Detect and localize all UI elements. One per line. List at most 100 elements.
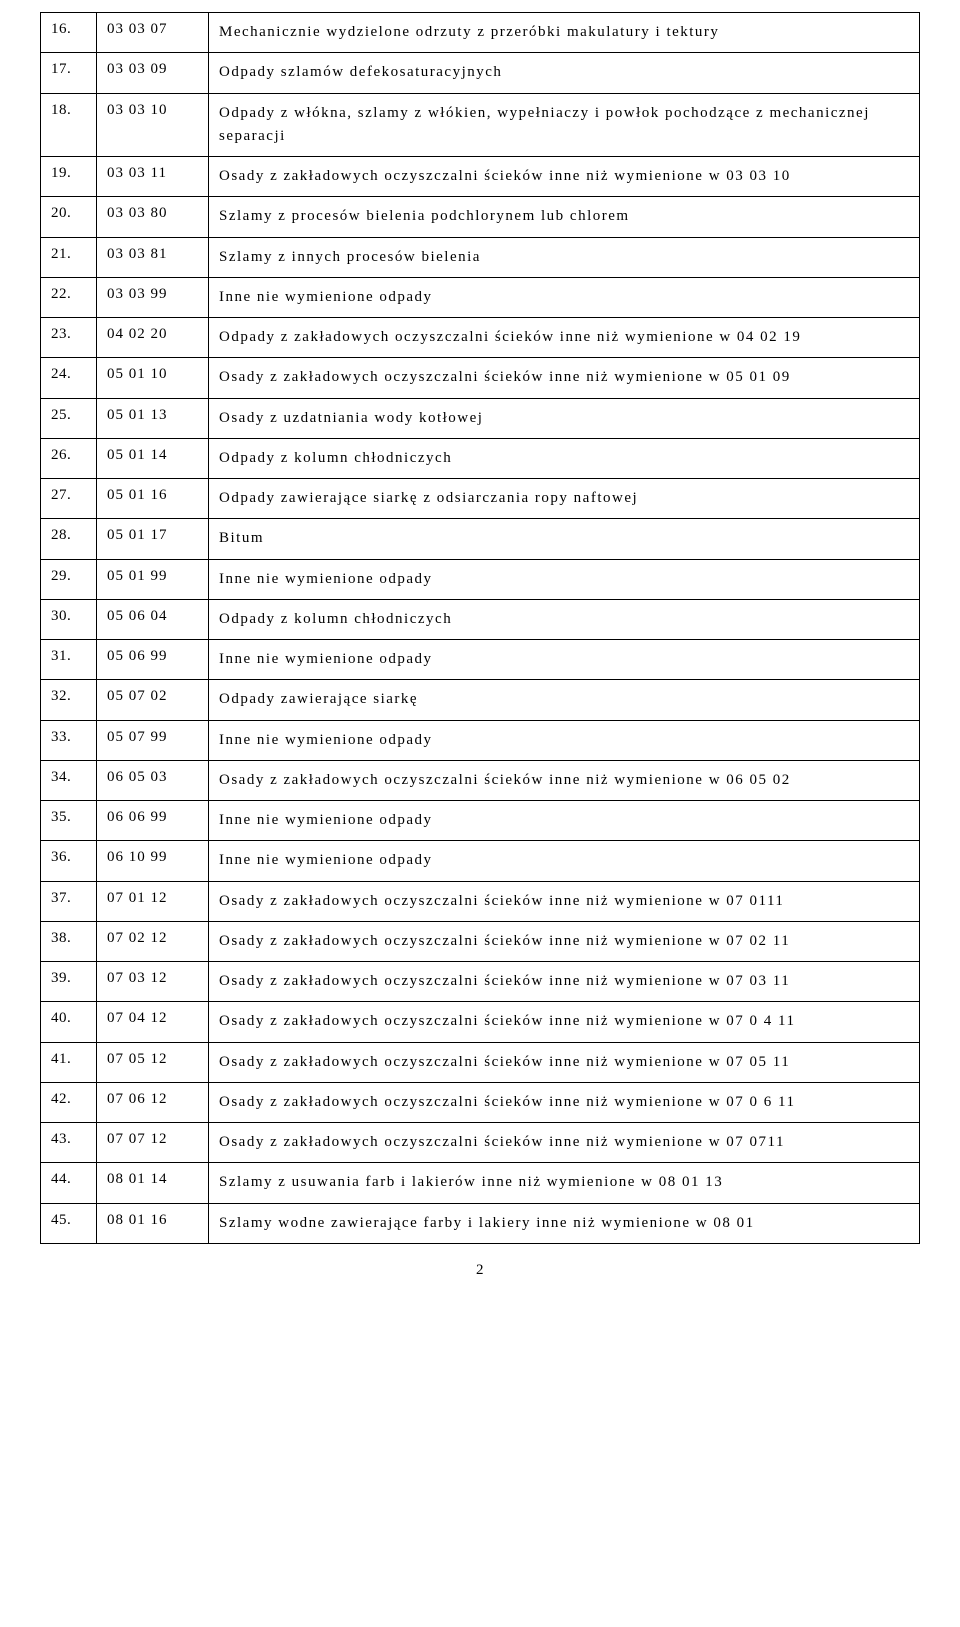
row-number: 43. [41, 1123, 97, 1163]
row-number: 18. [41, 93, 97, 157]
waste-description: Odpady zawierające siarkę z odsiarczania… [209, 479, 920, 519]
waste-description: Osady z zakładowych oczyszczalni ścieków… [209, 1082, 920, 1122]
row-number: 38. [41, 921, 97, 961]
table-row: 37.07 01 12Osady z zakładowych oczyszcza… [41, 881, 920, 921]
row-number: 21. [41, 237, 97, 277]
waste-description: Inne nie wymienione odpady [209, 801, 920, 841]
row-number: 37. [41, 881, 97, 921]
waste-code: 08 01 16 [97, 1203, 209, 1243]
row-number: 31. [41, 640, 97, 680]
row-number: 40. [41, 1002, 97, 1042]
waste-code: 08 01 14 [97, 1163, 209, 1203]
table-row: 45.08 01 16Szlamy wodne zawierające farb… [41, 1203, 920, 1243]
row-number: 35. [41, 801, 97, 841]
waste-code: 05 01 16 [97, 479, 209, 519]
table-row: 36.06 10 99Inne nie wymienione odpady [41, 841, 920, 881]
table-row: 30.05 06 04Odpady z kolumn chłodniczych [41, 599, 920, 639]
waste-code: 03 03 81 [97, 237, 209, 277]
waste-codes-table: 16.03 03 07Mechanicznie wydzielone odrzu… [40, 12, 920, 1244]
waste-description: Odpady szlamów defekosaturacyjnych [209, 53, 920, 93]
table-row: 41.07 05 12Osady z zakładowych oczyszcza… [41, 1042, 920, 1082]
waste-code: 05 01 14 [97, 438, 209, 478]
waste-description: Odpady z zakładowych oczyszczalni ściekó… [209, 318, 920, 358]
table-row: 17.03 03 09Odpady szlamów defekosaturacy… [41, 53, 920, 93]
table-row: 26.05 01 14Odpady z kolumn chłodniczych [41, 438, 920, 478]
table-row: 23.04 02 20Odpady z zakładowych oczyszcz… [41, 318, 920, 358]
waste-description: Odpady zawierające siarkę [209, 680, 920, 720]
waste-code: 07 01 12 [97, 881, 209, 921]
row-number: 42. [41, 1082, 97, 1122]
waste-code: 03 03 99 [97, 277, 209, 317]
table-row: 18.03 03 10Odpady z włókna, szlamy z włó… [41, 93, 920, 157]
table-row: 42.07 06 12Osady z zakładowych oczyszcza… [41, 1082, 920, 1122]
row-number: 41. [41, 1042, 97, 1082]
table-row: 43.07 07 12Osady z zakładowych oczyszcza… [41, 1123, 920, 1163]
waste-code: 07 03 12 [97, 962, 209, 1002]
row-number: 23. [41, 318, 97, 358]
waste-description: Odpady z kolumn chłodniczych [209, 599, 920, 639]
waste-description: Inne nie wymienione odpady [209, 640, 920, 680]
waste-description: Szlamy z procesów bielenia podchlorynem … [209, 197, 920, 237]
table-row: 24.05 01 10Osady z zakładowych oczyszcza… [41, 358, 920, 398]
waste-description: Szlamy z usuwania farb i lakierów inne n… [209, 1163, 920, 1203]
waste-code: 03 03 80 [97, 197, 209, 237]
waste-description: Osady z zakładowych oczyszczalni ścieków… [209, 962, 920, 1002]
page-number: 2 [40, 1262, 920, 1279]
table-row: 19.03 03 11Osady z zakładowych oczyszcza… [41, 157, 920, 197]
waste-description: Szlamy z innych procesów bielenia [209, 237, 920, 277]
row-number: 17. [41, 53, 97, 93]
table-row: 28.05 01 17Bitum [41, 519, 920, 559]
waste-code: 05 01 13 [97, 398, 209, 438]
waste-description: Osady z zakładowych oczyszczalni ścieków… [209, 1123, 920, 1163]
waste-description: Osady z zakładowych oczyszczalni ścieków… [209, 1042, 920, 1082]
table-row: 31.05 06 99Inne nie wymienione odpady [41, 640, 920, 680]
row-number: 27. [41, 479, 97, 519]
waste-code: 03 03 10 [97, 93, 209, 157]
waste-description: Bitum [209, 519, 920, 559]
waste-description: Osady z zakładowych oczyszczalni ścieków… [209, 760, 920, 800]
row-number: 22. [41, 277, 97, 317]
waste-code: 03 03 07 [97, 13, 209, 53]
waste-code: 05 06 04 [97, 599, 209, 639]
waste-description: Inne nie wymienione odpady [209, 841, 920, 881]
waste-description: Osady z zakładowych oczyszczalni ścieków… [209, 1002, 920, 1042]
table-row: 33.05 07 99Inne nie wymienione odpady [41, 720, 920, 760]
row-number: 24. [41, 358, 97, 398]
row-number: 33. [41, 720, 97, 760]
table-row: 20.03 03 80Szlamy z procesów bielenia po… [41, 197, 920, 237]
table-body: 16.03 03 07Mechanicznie wydzielone odrzu… [41, 13, 920, 1244]
table-row: 44.08 01 14Szlamy z usuwania farb i laki… [41, 1163, 920, 1203]
waste-code: 03 03 09 [97, 53, 209, 93]
row-number: 30. [41, 599, 97, 639]
table-row: 21.03 03 81Szlamy z innych procesów biel… [41, 237, 920, 277]
waste-description: Odpady z włókna, szlamy z włókien, wypeł… [209, 93, 920, 157]
waste-code: 05 01 99 [97, 559, 209, 599]
waste-code: 03 03 11 [97, 157, 209, 197]
waste-code: 07 05 12 [97, 1042, 209, 1082]
waste-code: 07 07 12 [97, 1123, 209, 1163]
table-row: 39.07 03 12Osady z zakładowych oczyszcza… [41, 962, 920, 1002]
waste-description: Osady z zakładowych oczyszczalni ścieków… [209, 358, 920, 398]
waste-code: 05 01 10 [97, 358, 209, 398]
waste-code: 06 06 99 [97, 801, 209, 841]
row-number: 32. [41, 680, 97, 720]
waste-code: 07 04 12 [97, 1002, 209, 1042]
waste-code: 05 01 17 [97, 519, 209, 559]
row-number: 39. [41, 962, 97, 1002]
table-row: 27.05 01 16Odpady zawierające siarkę z o… [41, 479, 920, 519]
waste-description: Osady z uzdatniania wody kotłowej [209, 398, 920, 438]
row-number: 36. [41, 841, 97, 881]
row-number: 29. [41, 559, 97, 599]
waste-code: 04 02 20 [97, 318, 209, 358]
waste-code: 06 10 99 [97, 841, 209, 881]
waste-code: 05 07 99 [97, 720, 209, 760]
row-number: 34. [41, 760, 97, 800]
waste-code: 06 05 03 [97, 760, 209, 800]
table-row: 29.05 01 99Inne nie wymienione odpady [41, 559, 920, 599]
row-number: 16. [41, 13, 97, 53]
table-row: 34.06 05 03Osady z zakładowych oczyszcza… [41, 760, 920, 800]
waste-code: 05 07 02 [97, 680, 209, 720]
row-number: 45. [41, 1203, 97, 1243]
waste-code: 07 06 12 [97, 1082, 209, 1122]
row-number: 28. [41, 519, 97, 559]
